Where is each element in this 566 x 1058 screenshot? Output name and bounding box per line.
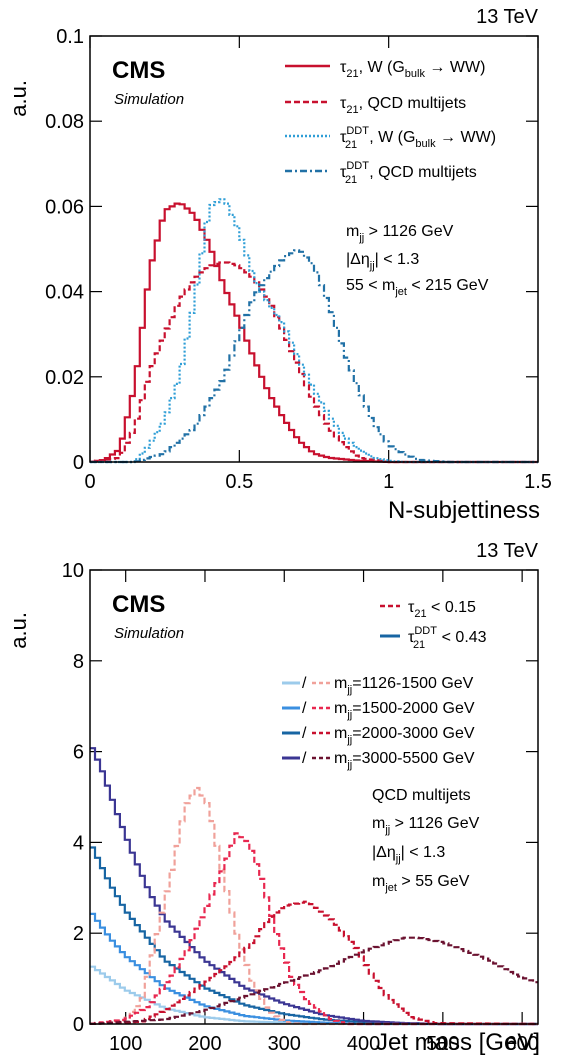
top-x-axis-label: N-subjettiness [388,497,540,524]
bottom-cut-sample: QCD multijets [372,787,471,804]
bottom-y-tick-label: 8 [73,651,84,673]
top-legend-label-3: τDDT 21, W (Gbulk → WW) [340,125,496,151]
bottom-x-tick-label: 400 [347,1033,380,1055]
bottom-x-tick-label: 500 [426,1033,459,1055]
bottom-tick-labels: 0 2 4 6 8 10 100 200 300 400 500 600 [62,560,539,1055]
bottom-y-tick-label: 10 [62,560,84,582]
bottom-legend-cut-label-1: τ21 < 0.15 [408,599,476,620]
top-y-tick-label: 0.08 [45,111,84,133]
bottom-simulation-label: Simulation [114,625,184,642]
top-cut-deta: |Δηjj| < 1.3 [346,251,419,272]
bottom-y-tick-label: 2 [73,923,84,945]
top-cut-annotations: mjj > 1126 GeV |Δηjj| < 1.3 55 < mjet < … [346,223,489,298]
top-energy-label: 13 TeV [476,6,539,28]
top-panel: 13 TeV a.u. 0 0.02 0.04 0.06 0.08 0.1 0 0.5 1 1.5… [6,6,552,524]
top-y-tick-label: 0.06 [45,196,84,218]
top-legend-label-4: τDDT 21, QCD multijets [340,160,477,186]
bottom-x-axis-label: Jet mass [GeV] [376,1029,540,1056]
top-y-tick-label: 0.1 [56,26,84,48]
top-legend-label-2: τ21, QCD multijets [340,95,466,116]
top-simulation-label: Simulation [114,91,184,108]
top-y-tick-label: 0 [73,452,84,474]
top-series-3 [90,198,538,464]
bottom-series-6 [90,832,538,1026]
top-x-tick-label: 0.5 [225,471,253,493]
top-series-group [90,198,538,464]
bottom-legend-label-2: mjj=1500-2000 GeV [334,700,475,721]
top-y-tick-label: 0.02 [45,367,84,389]
bottom-legend-label-3: mjj=2000-3000 GeV [334,725,475,746]
top-y-tick-label: 0.04 [45,282,84,304]
bottom-series-7 [90,900,538,1026]
top-series-1 [90,202,538,464]
bottom-cut-annotations: QCD multijets mjj > 1126 GeV |Δηjj| < 1.… [372,787,480,894]
bottom-cut-mjj: mjj > 1126 GeV [372,815,480,836]
top-plot-frame [89,35,539,463]
bottom-series-group [90,747,538,1026]
bottom-legend-label-1: mjj=1126-1500 GeV [334,675,474,696]
bottom-series-3 [90,846,538,1026]
bottom-plot-frame [89,569,539,1025]
bottom-series-4 [90,747,538,1026]
bottom-x-tick-label: 200 [188,1033,221,1055]
top-tick-labels: 0 0.02 0.04 0.06 0.08 0.1 0 0.5 1 1.5 [45,26,552,493]
bottom-x-tick-label: 100 [109,1033,142,1055]
bottom-y-axis-label: a.u. [6,612,31,649]
top-x-tick-label: 0 [84,471,95,493]
top-cut-mjet: 55 < mjet < 215 GeV [346,277,489,298]
top-legend-label-1: τ21, W (Gbulk → WW) [340,59,485,80]
top-x-tick-label: 1.5 [524,471,552,493]
bottom-legend-label-4: mjj=3000-5500 GeV [334,750,475,771]
bottom-y-tick-label: 4 [73,832,84,854]
bottom-cut-deta: |Δηjj| < 1.3 [372,844,445,865]
top-legend: τ21, W (Gbulk → WW) τ21, QCD multijets τ… [285,59,496,186]
bottom-cms-label: CMS [112,591,165,618]
bottom-legend-slash-4: / [302,750,307,767]
bottom-x-tick-label: 300 [268,1033,301,1055]
top-y-axis-label: a.u. [6,80,31,117]
bottom-energy-label: 13 TeV [476,540,539,562]
bottom-series-8 [90,936,538,1025]
top-cut-mjj: mjj > 1126 GeV [346,223,454,244]
bottom-cut-mjet: mjet > 55 GeV [372,873,470,894]
bottom-y-tick-label: 6 [73,742,84,764]
bottom-panel: 13 TeV a.u. 0 2 4 6 8 10 100 200 300 400 500 600 CM… [6,540,540,1056]
top-cms-label: CMS [112,57,165,84]
bottom-legend-cut-label-2: τDDT 21 < 0.43 [408,625,487,651]
bottom-legend-slash-1: / [302,675,307,692]
bottom-legend: τ21 < 0.15 τDDT 21 < 0.43 / mjj=1126-1500… [282,599,487,771]
bottom-x-tick-label: 600 [505,1033,538,1055]
bottom-y-tick-label: 0 [73,1014,84,1036]
top-x-tick-label: 1 [383,471,394,493]
bottom-legend-slash-3: / [302,725,307,742]
bottom-legend-slash-2: / [302,700,307,717]
